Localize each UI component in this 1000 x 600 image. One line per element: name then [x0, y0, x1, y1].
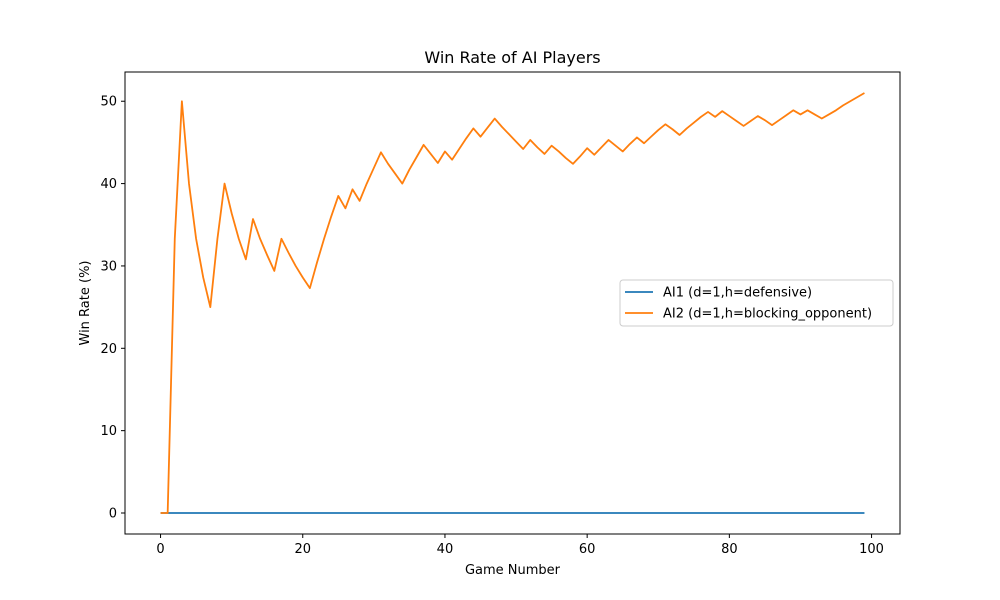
- legend: AI1 (d=1,h=defensive) AI2 (d=1,h=blocking…: [619, 279, 894, 327]
- plot-frame: [124, 71, 901, 535]
- x-tick-label: 0: [156, 542, 164, 557]
- y-tick-label: 40: [100, 177, 117, 192]
- legend-box: [619, 279, 894, 327]
- x-axis: 0 20 40 60 80 100: [156, 534, 884, 557]
- y-tick-label: 50: [100, 95, 117, 110]
- y-tick-label: 20: [100, 342, 117, 357]
- x-tick-label: 80: [721, 542, 738, 557]
- y-tick-label: 0: [109, 507, 117, 522]
- y-axis: 0 10 20 30 40 50: [100, 95, 125, 522]
- x-axis-label: Game Number: [465, 563, 561, 578]
- x-tick-label: 100: [859, 542, 884, 557]
- x-tick-label: 20: [294, 542, 311, 557]
- y-axis-label: Win Rate (%): [78, 261, 93, 346]
- x-tick-label: 60: [579, 542, 596, 557]
- y-tick-label: 30: [100, 259, 117, 274]
- x-tick-label: 40: [437, 542, 454, 557]
- y-tick-label: 10: [100, 424, 117, 439]
- chart-title: Win Rate of AI Players: [424, 48, 600, 67]
- legend-entry: AI1 (d=1,h=defensive): [663, 286, 812, 301]
- legend-entry: AI2 (d=1,h=blocking_opponent): [663, 307, 872, 322]
- series-line-2: [160, 92, 865, 514]
- plot-area: [160, 92, 865, 514]
